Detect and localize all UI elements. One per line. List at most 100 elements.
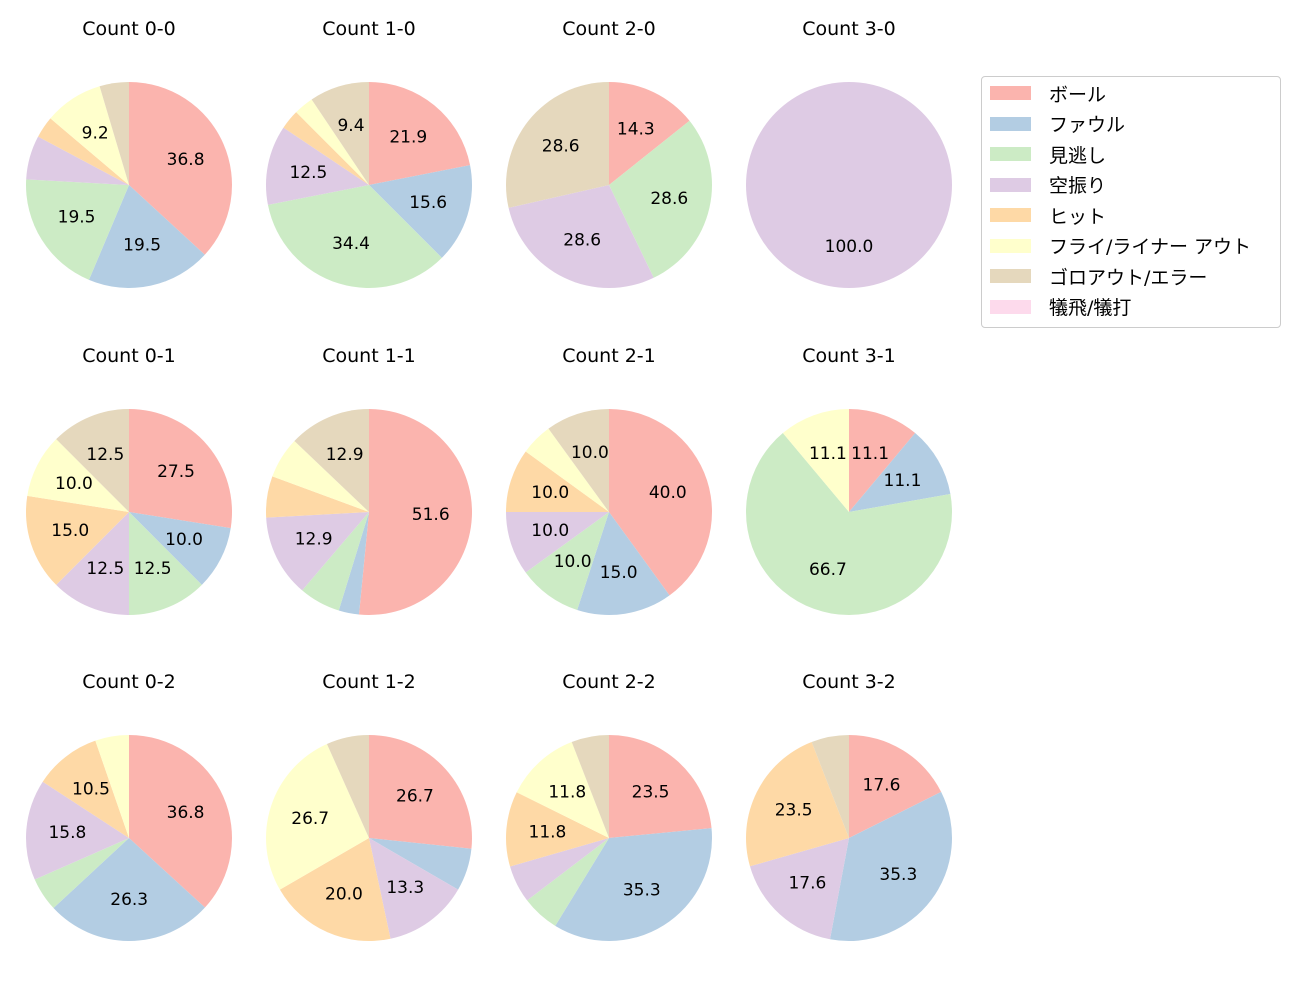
slice-label: 15.0 [51, 521, 89, 541]
pie-slice-1 [609, 82, 690, 185]
pie-slice-3 [25, 179, 129, 280]
slice-label: 35.3 [879, 865, 917, 885]
pie-title: Count 3-0 [802, 18, 896, 40]
pie-count-2-2: Count 2-2 23.5 35.3 11.8 11.8 [506, 671, 712, 941]
pie-slice-7 [548, 409, 609, 512]
legend-item: ファウル [990, 112, 1125, 136]
legend-item: フライ/ライナー アウト [990, 234, 1251, 258]
slice-label: 27.5 [157, 462, 195, 482]
pie-slice-4 [749, 838, 849, 940]
pie-slice-6 [272, 440, 369, 512]
slice-label: 19.5 [123, 235, 161, 255]
pie-slice-5 [266, 476, 369, 518]
legend: ボール ファウル 見逃し 空振り ヒット フライ/ライナー アウト ゴロアウト/エラー 犠飛/… [981, 76, 1281, 328]
pie-slice-2 [829, 791, 952, 941]
slice-label: 12.9 [326, 445, 364, 465]
pie-slice-2 [555, 828, 712, 941]
slice-label: 20.0 [325, 884, 363, 904]
pie-title: Count 0-0 [82, 18, 176, 40]
slice-label: 10.5 [72, 779, 110, 799]
slice-label: 9.2 [82, 123, 109, 143]
pie-title: Count 2-1 [562, 345, 656, 367]
pie-slice-5 [42, 740, 129, 838]
pie-slice-6 [516, 741, 609, 838]
pie-slice-4 [26, 136, 129, 185]
pie-title: Count 2-0 [562, 18, 656, 40]
pie-slice-5 [746, 742, 849, 867]
legend-item: 犠飛/犠打 [990, 295, 1131, 319]
pie-slice-2 [369, 838, 472, 890]
pie-count-3-2: Count 3-2 17.6 35.3 17.6 23.5 [746, 671, 952, 941]
legend-swatch [990, 116, 1031, 131]
pie-slice-2 [577, 512, 670, 615]
legend-label: フライ/ライナー アウト [1049, 236, 1252, 258]
slice-label: 10.0 [55, 474, 93, 494]
slice-label: 11.8 [548, 782, 586, 802]
slice-label: 10.0 [531, 483, 569, 503]
slice-label: 35.3 [623, 880, 661, 900]
pie-slice-3 [746, 433, 952, 615]
pie-slice-7 [56, 409, 130, 512]
pie-slice-4 [266, 127, 369, 205]
pie-title: Count 0-2 [82, 671, 176, 693]
slice-label: 28.6 [563, 231, 601, 251]
pie-slice-2 [369, 165, 473, 258]
slice-label: 13.3 [386, 878, 424, 898]
legend-item: ゴロアウト/エラー [990, 264, 1207, 289]
slice-label: 51.6 [412, 505, 450, 525]
pie-slice-6 [27, 439, 130, 512]
legend-label: 見逃し [1049, 144, 1107, 167]
legend-swatch [990, 269, 1031, 283]
pie-slice-1 [849, 409, 916, 512]
pie-title: Count 1-2 [322, 671, 416, 693]
pie-slice-3 [609, 120, 712, 278]
slice-label: 34.4 [332, 234, 370, 254]
pie-slice-4 [26, 781, 130, 880]
pie-slice-6 [782, 409, 849, 512]
legend-label: ファウル [1049, 114, 1126, 136]
pie-slice-7 [505, 82, 609, 208]
pie-slice-2 [53, 838, 205, 942]
pie-slice-3 [527, 838, 609, 926]
pie-slice-1 [129, 735, 233, 908]
slice-label: 17.6 [863, 775, 901, 795]
pie-slice-2 [129, 512, 231, 585]
pie-slice-1 [129, 409, 232, 529]
slice-label: 28.6 [542, 136, 580, 156]
pie-slice-3 [129, 512, 202, 615]
slice-label: 12.5 [86, 445, 124, 465]
pie-title: Count 3-2 [802, 671, 896, 693]
pie-count-2-0: Count 2-0 14.3 28.6 28.6 28.6 [505, 18, 712, 288]
pie-count-0-1: Count 0-1 27.5 10.0 12.5 12.5 15.0 10.0 12.5 [26, 345, 232, 615]
pie-slice-6 [265, 743, 369, 890]
slice-label: 36.8 [167, 150, 205, 170]
legend-swatch [990, 86, 1031, 100]
slice-label: 14.3 [617, 119, 655, 139]
slice-label: 10.0 [165, 530, 203, 550]
pie-count-1-1: Count 1-1 51.6 12.9 12.9 [266, 345, 473, 615]
slice-label: 12.5 [134, 559, 172, 579]
slice-label: 9.4 [337, 116, 364, 136]
pie-slice-6 [296, 99, 369, 185]
slice-label: 23.5 [775, 801, 813, 821]
slice-label: 15.0 [600, 563, 638, 583]
pie-slice-7 [326, 735, 369, 838]
pie-slice-4 [369, 838, 459, 939]
pie-count-1-2: Count 1-2 26.7 13.3 20.0 26.7 [265, 671, 473, 942]
pie-slice-7 [99, 82, 129, 185]
pie-slice-5 [279, 838, 391, 942]
pie-slice-4 [508, 185, 654, 288]
slice-label: 10.0 [531, 521, 569, 541]
pie-slice-1 [369, 735, 473, 849]
slice-label: 26.7 [396, 787, 434, 807]
slice-label: 15.6 [409, 193, 447, 213]
legend-swatch [990, 177, 1031, 192]
pie-slice-5 [283, 112, 369, 185]
pie-slice-2 [338, 512, 369, 615]
pie-slice-6 [95, 735, 129, 838]
pie-slice-2 [88, 185, 205, 288]
slice-label: 100.0 [825, 237, 874, 257]
pie-slice-6 [50, 86, 129, 185]
